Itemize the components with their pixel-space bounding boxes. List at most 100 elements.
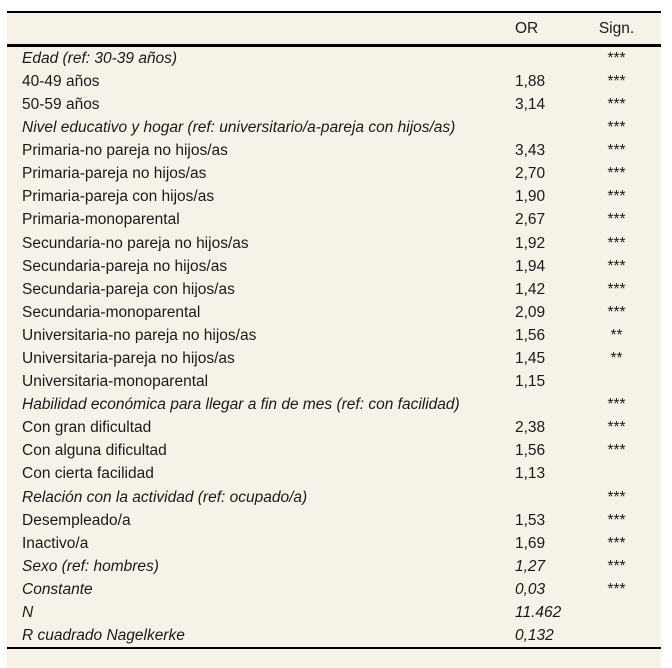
row-label: Primaria-no pareja no hijos/as	[22, 143, 228, 159]
table-row: Primaria-pareja con hijos/as 1,90 ***	[7, 186, 661, 209]
row-label: Con alguna dificultad	[22, 443, 167, 459]
sign-value: ***	[607, 142, 626, 160]
or-value: 1,15	[515, 373, 546, 391]
sign-value: ***	[607, 580, 626, 598]
sign-value: ***	[607, 557, 626, 575]
table-row: Con gran dificultad 2,38 ***	[7, 417, 661, 440]
row-label: Secundaria-pareja con hijos/as	[22, 281, 235, 298]
regression-results-table: OR Sign. Edad (ref: 30-39 años) *** 40-4…	[7, 11, 661, 668]
or-value: 11.462	[515, 604, 562, 622]
sign-value: ***	[607, 419, 626, 437]
table-row: Con alguna dificultad 1,56 ***	[7, 440, 661, 463]
table-row: Secundaria-pareja con hijos/as 1,42 ***	[7, 278, 661, 301]
row-label: Universitaria-pareja no hijos/as	[22, 351, 235, 367]
or-value: 3,43	[515, 142, 546, 160]
table-row: Con cierta facilidad 1,13	[7, 463, 661, 486]
row-label: 50-59 años	[22, 96, 100, 113]
or-value: 1,90	[515, 188, 546, 206]
sign-value: ***	[607, 165, 626, 183]
or-value: 3,14	[515, 95, 546, 113]
row-label: Primaria-monoparental	[22, 212, 180, 228]
row-label: Universitaria-no pareja no hijos/as	[22, 327, 257, 344]
table-row: Nivel educativo y hogar (ref: universita…	[7, 116, 661, 139]
table-row: Secundaria-pareja no hijos/as 1,94 ***	[7, 255, 661, 278]
row-label: Nivel educativo y hogar (ref: universita…	[22, 120, 456, 136]
table-row: Constante 0,03 ***	[7, 578, 661, 601]
or-value: 1,94	[515, 257, 546, 275]
or-value: 2,67	[515, 211, 546, 229]
table-row: Primaria-monoparental 2,67 ***	[7, 209, 661, 232]
table-row: Primaria-pareja no hijos/as 2,70 ***	[7, 162, 661, 185]
sign-value: ***	[607, 119, 626, 137]
row-label: Inactivo/a	[22, 535, 89, 552]
table-row: Habilidad económica para llegar a fin de…	[7, 393, 661, 416]
or-value: 1,56	[515, 326, 546, 344]
table-row: Inactivo/a 1,69 ***	[7, 532, 661, 555]
or-value: 1,53	[515, 511, 546, 529]
sign-value: ***	[607, 188, 626, 206]
table-row: Universitaria-pareja no hijos/as 1,45 **	[7, 347, 661, 370]
table-header-row: OR Sign.	[7, 13, 661, 47]
table-body: Edad (ref: 30-39 años) *** 40-49 años 1,…	[7, 47, 661, 650]
sign-value: ***	[607, 396, 626, 414]
row-label: Con gran dificultad	[22, 420, 152, 436]
row-label: N	[22, 605, 34, 621]
table-row: Universitaria-monoparental 1,15	[7, 370, 661, 393]
sign-value: ***	[607, 49, 626, 67]
row-label: 40-49 años	[22, 73, 100, 90]
or-value: 1,13	[515, 465, 546, 483]
row-label: Primaria-pareja no hijos/as	[22, 166, 207, 182]
table-row: 50-59 años 3,14 ***	[7, 93, 661, 116]
or-value: 1,88	[515, 72, 546, 90]
or-value: 1,42	[515, 280, 546, 298]
sign-value: **	[610, 350, 623, 368]
row-label: Universitaria-monoparental	[22, 374, 209, 390]
sign-value: ***	[607, 72, 626, 90]
row-label: Con cierta facilidad	[22, 466, 154, 482]
table-row: Secundaria-no pareja no hijos/as 1,92 **…	[7, 232, 661, 255]
or-value: 1,92	[515, 234, 546, 252]
row-label: R cuadrado Nagelkerke	[22, 628, 185, 644]
sign-value: ***	[607, 211, 626, 229]
sign-value: ***	[607, 95, 626, 113]
sign-value: ***	[607, 303, 626, 321]
row-label: Relación con la actividad (ref: ocupado/…	[22, 489, 308, 506]
row-label: Primaria-pareja con hijos/as	[22, 189, 215, 205]
sign-value: ***	[607, 280, 626, 298]
table-row: Edad (ref: 30-39 años) ***	[7, 47, 661, 70]
sign-value: ***	[607, 257, 626, 275]
row-label: Secundaria-monoparental	[22, 304, 201, 321]
or-value: 0,03	[515, 580, 546, 598]
sign-value: ***	[607, 511, 626, 529]
header-sign-column: Sign.	[598, 19, 635, 37]
table-row: 40-49 años 1,88 ***	[7, 70, 661, 93]
row-label: Secundaria-no pareja no hijos/as	[22, 235, 249, 252]
row-label: Sexo (ref: hombres)	[22, 558, 159, 575]
sign-value: ***	[607, 442, 626, 460]
table-row: Primaria-no pareja no hijos/as 3,43 ***	[7, 139, 661, 162]
table-row: Desempleado/a 1,53 ***	[7, 509, 661, 532]
row-label: Desempleado/a	[22, 512, 131, 529]
sign-value: **	[610, 326, 623, 344]
or-value: 1,45	[515, 350, 546, 368]
or-value: 2,70	[515, 165, 546, 183]
or-value: 1,56	[515, 442, 546, 460]
table-row: Relación con la actividad (ref: ocupado/…	[7, 486, 661, 509]
row-label: Edad (ref: 30-39 años)	[22, 50, 178, 67]
or-value: 1,69	[515, 534, 546, 552]
table-row: Sexo (ref: hombres) 1,27 ***	[7, 555, 661, 578]
table-row: R cuadrado Nagelkerke 0,132	[7, 624, 661, 647]
sign-value: ***	[607, 234, 626, 252]
row-label: Constante	[22, 581, 93, 598]
table-row: N 11.462	[7, 601, 661, 624]
row-label: Habilidad económica para llegar a fin de…	[22, 397, 460, 413]
sign-value: ***	[607, 488, 626, 506]
sign-value: ***	[607, 534, 626, 552]
table-row: Universitaria-no pareja no hijos/as 1,56…	[7, 324, 661, 347]
or-value: 2,38	[515, 419, 546, 437]
or-value: 1,27	[515, 557, 546, 575]
or-value: 0,132	[515, 627, 554, 645]
table-row: Secundaria-monoparental 2,09 ***	[7, 301, 661, 324]
row-label: Secundaria-pareja no hijos/as	[22, 258, 228, 275]
